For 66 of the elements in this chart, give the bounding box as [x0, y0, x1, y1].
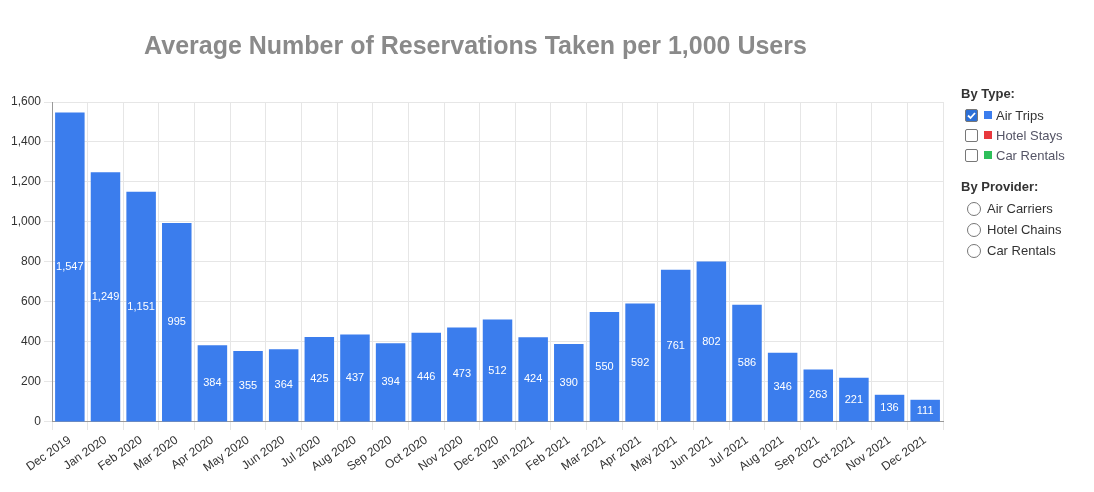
bar — [411, 332, 441, 422]
bar — [839, 377, 869, 422]
bar — [625, 303, 655, 422]
legend-label: Air Trips — [996, 107, 1044, 123]
bar — [126, 191, 156, 422]
bar — [589, 311, 620, 422]
y-tick-label: 0 — [34, 414, 42, 429]
text: Car Rentals — [987, 243, 1056, 258]
data-label: 364 — [274, 378, 293, 391]
y-tick-label: 1,600 — [11, 94, 42, 109]
y-tick-label: 1,200 — [11, 174, 42, 189]
y-tick-label: 600 — [21, 294, 42, 309]
bar — [767, 352, 798, 422]
text: Air Carriers — [987, 201, 1053, 216]
bar — [732, 304, 762, 422]
data-label: 221 — [844, 392, 864, 405]
data-label: 384 — [203, 376, 222, 389]
y-tick-label: 800 — [21, 254, 42, 269]
bar — [482, 319, 513, 422]
data-label: 425 — [310, 372, 329, 385]
data-label: 761 — [666, 338, 685, 351]
bar — [233, 350, 263, 422]
bar — [660, 269, 691, 422]
y-tick-label: 1,000 — [11, 214, 42, 229]
data-label: 473 — [452, 367, 472, 380]
data-label: 1,249 — [91, 289, 120, 302]
data-label: 995 — [167, 315, 186, 328]
bar — [518, 337, 548, 422]
data-label: 512 — [488, 363, 507, 376]
legend-title: By Type: — [961, 86, 1016, 101]
legend-label: Hotel Stays — [996, 127, 1063, 143]
data-label: 394 — [381, 375, 400, 388]
bar — [554, 343, 584, 422]
y-tick-label: 400 — [21, 334, 42, 349]
bar — [55, 112, 85, 422]
bar — [162, 222, 192, 422]
data-label: 1,151 — [127, 299, 155, 312]
bar — [375, 343, 406, 422]
text: Hotel Chains — [987, 222, 1062, 237]
data-label: 424 — [523, 372, 543, 385]
data-label: 802 — [702, 334, 721, 347]
text: By Provider: — [961, 179, 1040, 194]
bar — [90, 172, 121, 422]
data-label: 437 — [345, 371, 365, 384]
data-label: 263 — [809, 388, 828, 401]
data-label: 390 — [559, 375, 578, 388]
bar — [197, 345, 228, 422]
chart-title: Average Number of Reservations Taken per 1,000 Users — [144, 30, 807, 59]
data-label: 586 — [737, 356, 757, 369]
bar — [268, 349, 299, 422]
data-label: 346 — [773, 380, 792, 393]
y-tick-label: 1,400 — [11, 134, 42, 149]
data-label: 592 — [630, 355, 650, 368]
legend-label: Car Rentals — [996, 147, 1065, 163]
data-label: 446 — [417, 370, 436, 383]
data-label: 1,547 — [56, 260, 84, 273]
y-tick-label: 200 — [21, 374, 42, 389]
bar — [447, 327, 477, 422]
bar — [696, 261, 727, 422]
data-label: 136 — [880, 401, 899, 414]
bar — [803, 369, 834, 422]
data-label: 550 — [595, 359, 614, 372]
bar — [340, 334, 370, 422]
data-label: 355 — [238, 379, 258, 392]
data-label: 111 — [916, 403, 934, 416]
bar — [304, 336, 335, 422]
